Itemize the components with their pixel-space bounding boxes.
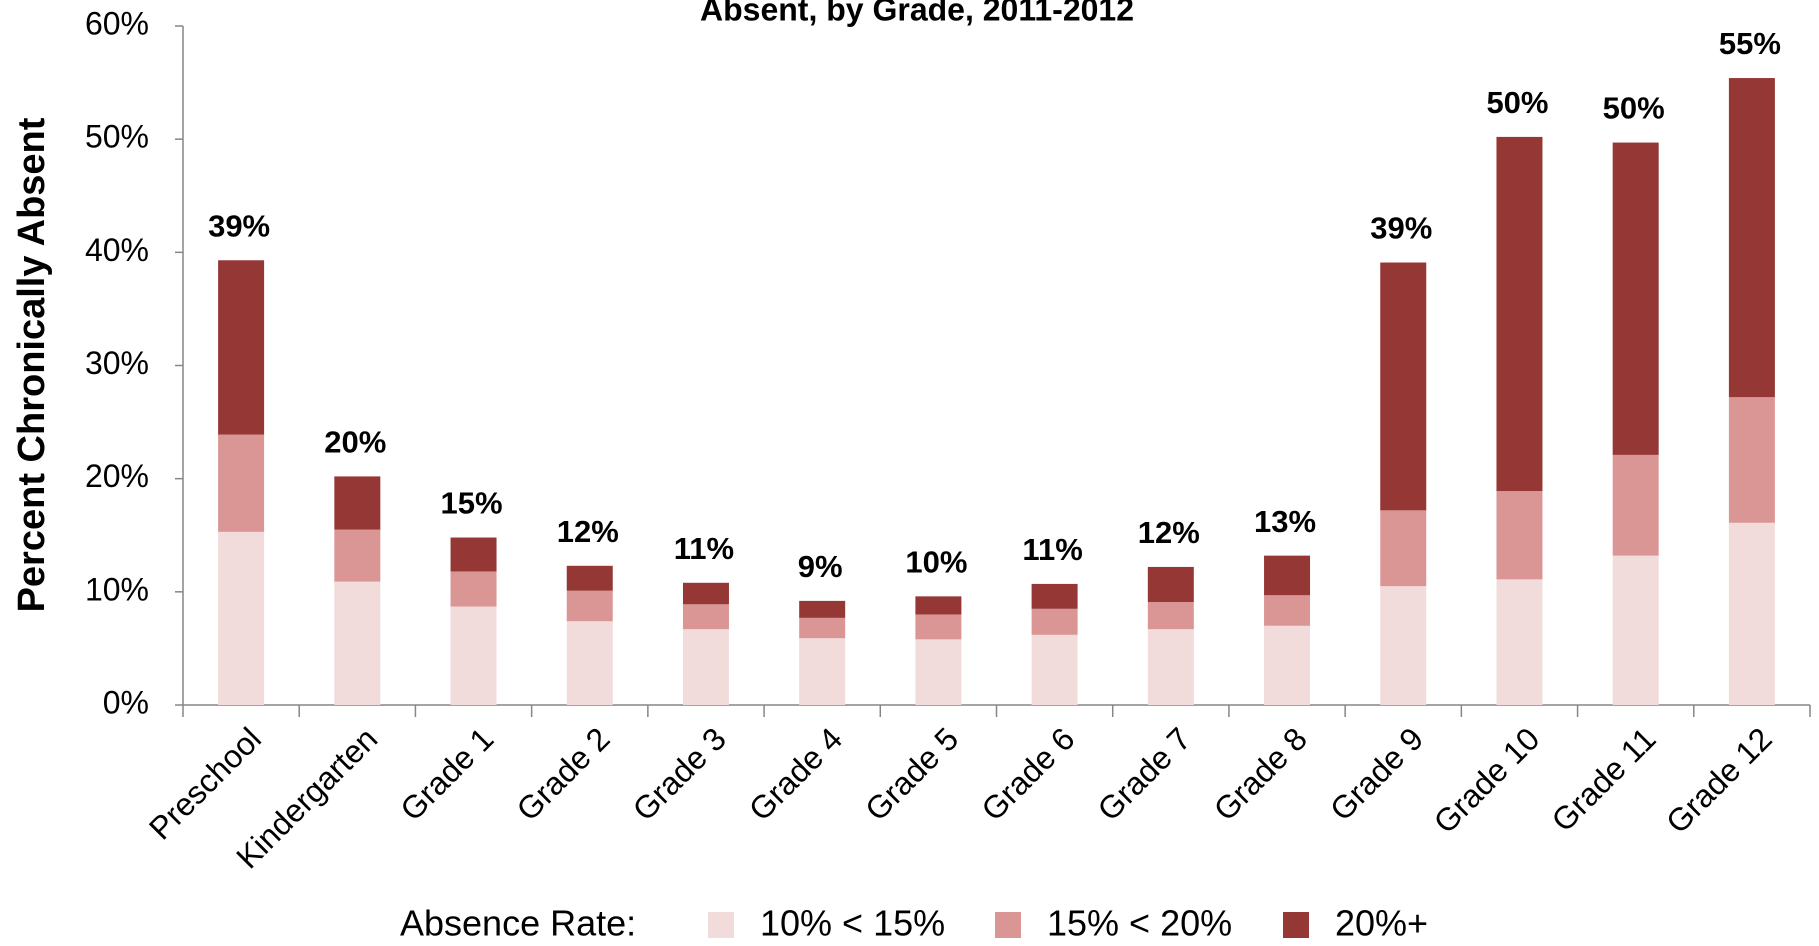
bar-segment (334, 476, 381, 530)
total-label: 11% (1022, 532, 1082, 567)
x-tick-label: Grade 2 (509, 720, 616, 827)
bar-segment (218, 434, 265, 532)
bar-segment (915, 596, 962, 615)
bar-segment (566, 565, 613, 591)
bar-segment (1380, 586, 1427, 705)
bar-segment (566, 590, 613, 622)
bar-segment (1496, 579, 1543, 705)
x-tick-label: Grade 5 (858, 720, 965, 827)
bar-segment (682, 604, 729, 630)
legend-label: 10% < 15% (760, 903, 945, 944)
bar-segment (799, 617, 846, 639)
legend-title: Absence Rate: (400, 903, 636, 944)
bar-segment (1612, 142, 1659, 455)
y-tick-label: 10% (85, 571, 149, 607)
bar-segment (1612, 555, 1659, 705)
bar-segment (682, 582, 729, 605)
y-tick-label: 60% (85, 5, 149, 41)
bar-segment (1147, 602, 1194, 630)
y-axis-label: Percent Chronically Absent (11, 117, 53, 612)
bar-segment (682, 629, 729, 705)
x-tick-label: Grade 11 (1544, 720, 1662, 838)
bar-segment (450, 606, 497, 705)
x-tick-label: Grade 10 (1427, 720, 1547, 840)
x-tick-label: Grade 6 (974, 720, 1081, 827)
total-label: 13% (1254, 504, 1316, 539)
bar-segment (1728, 78, 1775, 398)
total-label: 55% (1719, 26, 1781, 61)
bar-segment (1496, 136, 1543, 492)
x-tick-label: Grade 12 (1659, 720, 1779, 840)
bar-segment (915, 639, 962, 705)
bar-segment (915, 614, 962, 640)
bar-segment (1031, 583, 1078, 609)
bar-segment (1496, 491, 1543, 580)
x-tick-label: Grade 8 (1207, 720, 1314, 827)
total-label: 11% (674, 531, 734, 566)
legend-label: 15% < 20% (1047, 903, 1232, 944)
bar-segment (334, 581, 381, 705)
x-tick-label: Grade 3 (626, 720, 733, 827)
x-tick-label: Grade 9 (1323, 720, 1430, 827)
y-tick-label: 20% (85, 458, 149, 494)
bar-segment (218, 260, 265, 435)
bar-segment (1147, 629, 1194, 705)
x-tick-label: Grade 1 (393, 720, 500, 827)
bar-segment (1031, 634, 1078, 705)
total-label: 39% (208, 208, 270, 243)
bar-segment (1380, 262, 1427, 511)
y-tick-label: 30% (85, 345, 149, 381)
total-label: 39% (1370, 211, 1432, 246)
total-label: 10% (905, 545, 967, 580)
total-label: 50% (1603, 91, 1665, 126)
y-tick-label: 50% (85, 119, 149, 155)
legend-label: 20%+ (1335, 903, 1428, 944)
legend-swatch (708, 912, 734, 938)
bar-segment (1728, 397, 1775, 523)
total-label: 15% (441, 486, 503, 521)
bar-segment (566, 621, 613, 705)
bar-segment (1612, 454, 1659, 556)
bar-segment (799, 600, 846, 618)
legend-swatch (995, 912, 1021, 938)
bar-segment (1264, 625, 1311, 705)
legend-swatch (1283, 912, 1309, 938)
bar-segment (1380, 510, 1427, 587)
total-label: 9% (798, 549, 843, 584)
bar-segment (799, 638, 846, 705)
bar-segment (1147, 566, 1194, 603)
bar-segment (1264, 595, 1311, 626)
chart-title: Absent, by Grade, 2011-2012 (700, 0, 1134, 27)
bar-segment (334, 529, 381, 582)
x-tick-label: Grade 4 (742, 720, 849, 827)
total-label: 12% (557, 514, 619, 549)
x-tick-label: Grade 7 (1091, 720, 1198, 827)
total-label: 12% (1138, 515, 1200, 550)
y-tick-label: 40% (85, 232, 149, 268)
total-label: 20% (324, 425, 386, 460)
bar-segment (1264, 555, 1311, 596)
total-label: 50% (1486, 85, 1548, 120)
bar-segment (1728, 522, 1775, 705)
x-tick-label: Preschool (142, 720, 268, 846)
bar-segment (450, 537, 497, 572)
bar-segment (1031, 608, 1078, 635)
bar-segment (450, 571, 497, 607)
y-tick-label: 0% (103, 684, 149, 720)
bar-segment (218, 531, 265, 705)
